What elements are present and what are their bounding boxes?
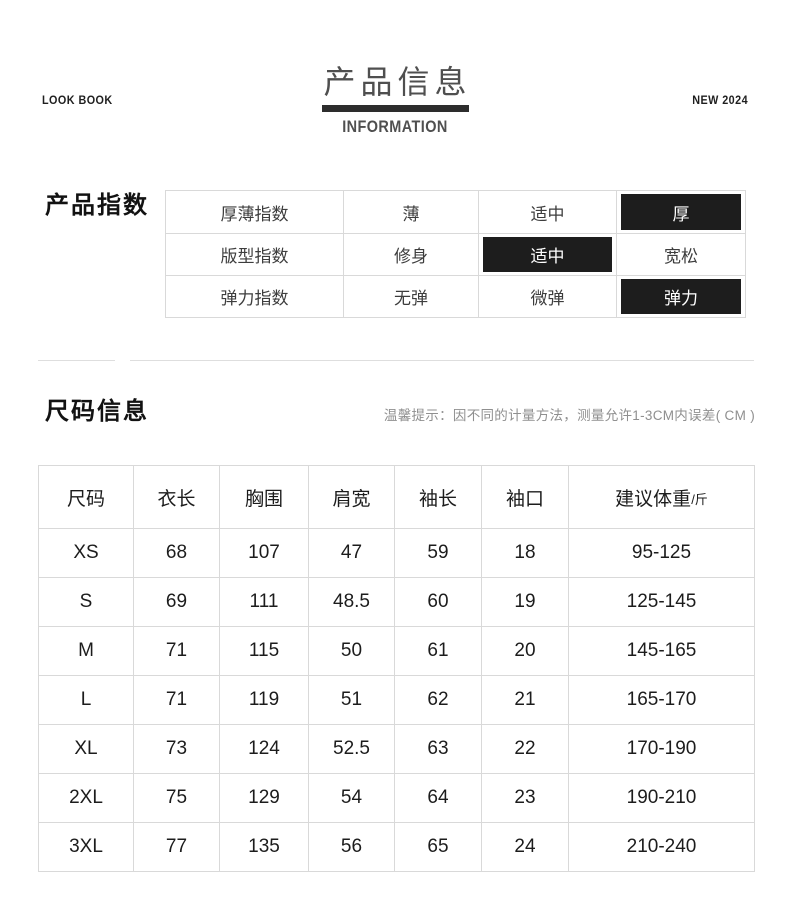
index-row-label: 版型指数 xyxy=(166,233,343,275)
index-option: 薄 xyxy=(402,204,420,224)
header-title-block: 产品信息 INFORMATION xyxy=(0,64,790,137)
new-2024-label: NEW 2024 xyxy=(692,93,748,107)
index-option-cell: 微弹 xyxy=(478,275,616,317)
size-table-cell: 23 xyxy=(481,773,568,822)
index-option-cell: 薄 xyxy=(343,191,478,233)
size-table-cell: XS xyxy=(39,528,133,577)
size-table-cell: 107 xyxy=(219,528,308,577)
size-table-cell: 65 xyxy=(394,822,481,871)
size-table-header: 袖长 xyxy=(394,466,481,528)
index-option: 微弹 xyxy=(530,289,565,308)
size-table: 尺码 衣长 胸围 肩宽 袖长 袖口 建议体重/斤 XS 68 107 47 59 18 95-125 S 69… xyxy=(38,465,755,872)
size-table-cell: 54 xyxy=(308,773,394,822)
size-table-cell: 71 xyxy=(133,675,219,724)
lookbook-label: LOOK BOOK xyxy=(42,93,113,107)
size-table-cell: 73 xyxy=(133,724,219,773)
index-row-label: 厚薄指数 xyxy=(220,204,289,224)
index-option-cell: 宽松 xyxy=(616,233,745,275)
page-subtitle: INFORMATION xyxy=(342,116,448,136)
divider-short-line xyxy=(38,360,115,361)
section-title-product-index: 产品指数 xyxy=(45,192,149,219)
size-table-header: 衣长 xyxy=(133,466,219,528)
page-title: 产品信息 xyxy=(323,64,472,100)
index-row-label: 弹力指数 xyxy=(166,275,343,317)
index-option-selected: 弹力 xyxy=(621,279,741,314)
size-table-cell: 115 xyxy=(219,626,308,675)
size-table-cell: 190-210 xyxy=(568,773,754,822)
size-table-cell: 61 xyxy=(394,626,481,675)
weight-unit-label: /斤 xyxy=(691,492,708,507)
size-table-header: 建议体重/斤 xyxy=(568,466,754,528)
section-title-size-info: 尺码信息 xyxy=(45,398,149,425)
title-underline-bar xyxy=(321,104,469,112)
size-table-cell: 125-145 xyxy=(568,577,754,626)
size-table-cell: 165-170 xyxy=(568,675,754,724)
size-table-cell: 22 xyxy=(481,724,568,773)
size-table-cell: 75 xyxy=(133,773,219,822)
size-table-cell: 71 xyxy=(133,626,219,675)
size-table-cell: XL xyxy=(39,724,133,773)
size-table-cell: 50 xyxy=(308,626,394,675)
index-option-cell: 修身 xyxy=(343,233,478,275)
index-option-cell: 适中 xyxy=(478,191,616,233)
size-table-cell: 18 xyxy=(481,528,568,577)
size-table-cell: 95-125 xyxy=(568,528,754,577)
index-option-selected: 适中 xyxy=(483,237,612,272)
size-measure-note: 温馨提示：因不同的计量方法，测量允许1-3CM内误差( CM ) xyxy=(383,408,755,423)
index-option: 适中 xyxy=(530,204,565,224)
size-table-cell: 21 xyxy=(481,675,568,724)
product-index-table: 厚薄指数薄适中厚版型指数 修身 适中 宽松 弹力指数 无弹 微弹 弹力 xyxy=(165,190,746,318)
size-table-cell: 135 xyxy=(219,822,308,871)
size-table-cell: 52.5 xyxy=(308,724,394,773)
index-option: 修身 xyxy=(394,247,428,266)
size-table-cell: 170-190 xyxy=(568,724,754,773)
size-table-cell: 62 xyxy=(394,675,481,724)
size-table-cell: 59 xyxy=(394,528,481,577)
size-table-cell: 145-165 xyxy=(568,626,754,675)
size-table-cell: 111 xyxy=(219,577,308,626)
size-table-header: 袖口 xyxy=(481,466,568,528)
size-table-cell: 64 xyxy=(394,773,481,822)
divider-long-line xyxy=(130,360,754,361)
size-table-header: 肩宽 xyxy=(308,466,394,528)
size-table-cell: 3XL xyxy=(39,822,133,871)
size-table-cell: 19 xyxy=(481,577,568,626)
size-table-cell: 63 xyxy=(394,724,481,773)
size-table-cell: 210-240 xyxy=(568,822,754,871)
size-table-cell: 129 xyxy=(219,773,308,822)
index-option-selected: 厚 xyxy=(621,194,741,230)
size-table-cell: 68 xyxy=(133,528,219,577)
size-table-cell: 20 xyxy=(481,626,568,675)
index-option-cell: 适中 xyxy=(478,233,616,275)
size-table-header: 胸围 xyxy=(219,466,308,528)
index-option: 无弹 xyxy=(394,289,428,308)
size-table-cell: 119 xyxy=(219,675,308,724)
size-table-cell: 69 xyxy=(133,577,219,626)
size-table-cell: 2XL xyxy=(39,773,133,822)
size-table-cell: 24 xyxy=(481,822,568,871)
size-table-cell: 124 xyxy=(219,724,308,773)
index-option-cell: 厚 xyxy=(616,191,745,233)
size-table-cell: 77 xyxy=(133,822,219,871)
index-option-cell: 无弹 xyxy=(343,275,478,317)
size-table-cell: L xyxy=(39,675,133,724)
size-table-cell: 48.5 xyxy=(308,577,394,626)
size-table-header: 尺码 xyxy=(66,488,105,510)
size-table-cell: 56 xyxy=(308,822,394,871)
index-option-cell: 弹力 xyxy=(616,275,745,317)
size-table-cell: S xyxy=(39,577,133,626)
size-table-cell: 60 xyxy=(394,577,481,626)
size-table-cell: M xyxy=(39,626,133,675)
size-table-cell: 51 xyxy=(308,675,394,724)
size-table-cell: 47 xyxy=(308,528,394,577)
index-option: 宽松 xyxy=(664,247,698,266)
